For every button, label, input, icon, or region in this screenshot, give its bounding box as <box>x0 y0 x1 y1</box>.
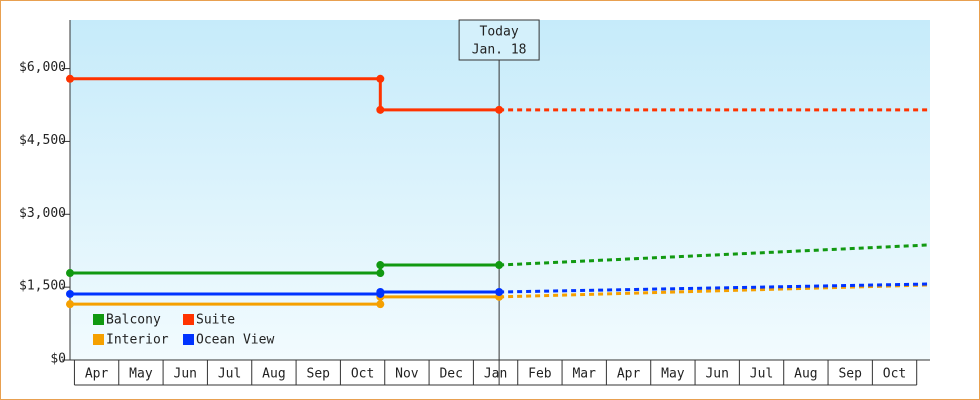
x-tick-label: Mar <box>572 367 596 382</box>
x-tick-label: Oct <box>351 367 374 382</box>
legend-swatch <box>93 334 104 345</box>
x-tick-label: Aug <box>794 367 817 382</box>
y-tick-label: $6,000 <box>19 60 66 75</box>
x-tick-label: Sep <box>838 367 862 382</box>
point <box>66 269 74 278</box>
legend-swatch <box>93 314 104 325</box>
point <box>376 105 385 114</box>
point <box>376 288 385 296</box>
x-tick-label: Jul <box>750 367 773 382</box>
legend-label: Interior <box>106 333 169 348</box>
x-tick-label: Dec <box>439 367 462 382</box>
x-tick-label: Feb <box>528 367 552 382</box>
today-box <box>458 19 540 61</box>
x-tick-label: Aug <box>262 367 285 382</box>
point <box>376 261 385 270</box>
x-tick-label: Jun <box>174 367 197 382</box>
x-tick-label: Jun <box>705 367 728 382</box>
x-tick-label: Oct <box>883 367 906 382</box>
plot-area <box>70 20 930 360</box>
point <box>495 105 504 114</box>
point <box>376 74 385 83</box>
legend-label: Balcony <box>106 313 161 328</box>
series-line <box>70 77 500 112</box>
legend-swatch <box>183 334 194 345</box>
series-line <box>70 263 500 275</box>
x-tick-label: May <box>129 367 153 382</box>
y-tick-label: $0 <box>50 352 66 367</box>
point <box>376 300 385 309</box>
point <box>66 289 74 298</box>
point <box>66 300 74 309</box>
point <box>495 261 504 270</box>
x-tick-label: Apr <box>617 367 641 382</box>
x-tick-label: Apr <box>85 367 109 382</box>
x-tick-label: May <box>661 367 685 382</box>
legend-label: Ocean View <box>196 333 274 348</box>
y-tick-label: $4,500 <box>19 133 66 148</box>
legend-label: Suite <box>196 313 235 328</box>
point <box>376 269 385 278</box>
today-label: Today <box>480 25 519 40</box>
point <box>66 74 74 83</box>
x-tick-label: Jul <box>218 367 241 382</box>
legend-swatch <box>183 314 194 325</box>
x-tick-label: Nov <box>395 367 419 382</box>
x-tick-label: Sep <box>307 367 331 382</box>
y-tick-label: $1,500 <box>19 279 66 294</box>
y-tick-label: $3,000 <box>19 206 66 221</box>
x-tick-label: Jan <box>484 367 507 382</box>
today-date: Jan. 18 <box>472 43 527 58</box>
point <box>495 288 504 296</box>
